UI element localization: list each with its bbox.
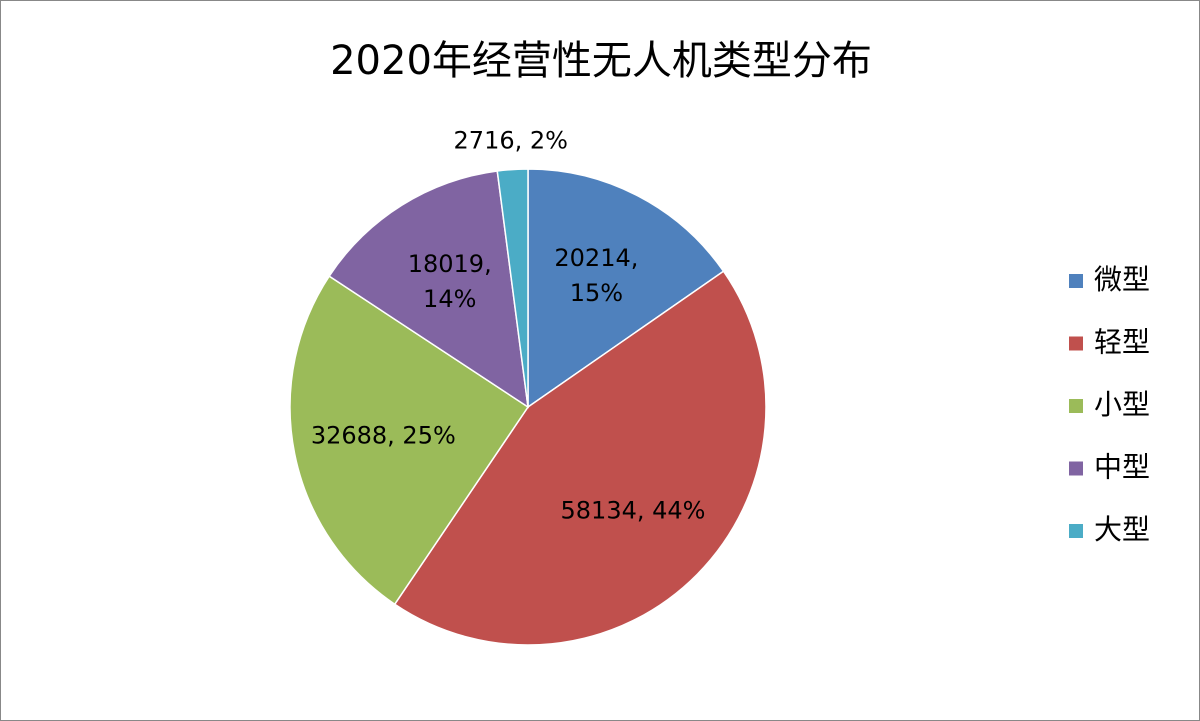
data-label: 2716, 2%: [453, 126, 568, 155]
data-label: 20214, 15%: [554, 244, 639, 308]
pie-slice: [289, 275, 530, 606]
legend-swatch: [1069, 524, 1083, 538]
legend-swatch: [1069, 461, 1083, 476]
legend-swatch: [1069, 399, 1083, 413]
data-label: 18019, 14%: [407, 250, 492, 313]
pie-slice: [496, 168, 529, 408]
legend-label: 轻型: [1094, 326, 1150, 359]
pie-slice: [393, 270, 767, 646]
legend-label: 微型: [1094, 263, 1150, 296]
legend-label: 中型: [1094, 451, 1150, 484]
pie-slice: [328, 170, 529, 409]
legend-swatch: [1069, 274, 1083, 288]
chart-title: 2020年经营性无人机类型分布: [330, 38, 872, 84]
data-label: 58134, 44%: [560, 496, 706, 525]
legend-label: 大型: [1094, 513, 1150, 546]
legend-swatch: [1069, 336, 1083, 351]
legend-label: 小型: [1094, 388, 1150, 421]
pie-slice: [527, 168, 725, 409]
data-label: 32688, 25%: [310, 421, 456, 450]
